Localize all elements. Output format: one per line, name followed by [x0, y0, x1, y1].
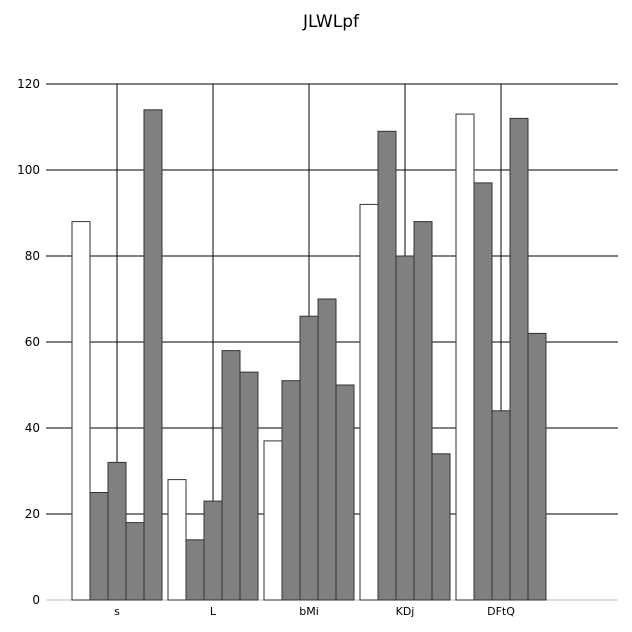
x-tick-label: L — [210, 605, 217, 618]
bar — [377, 130, 397, 601]
bar — [143, 109, 163, 601]
bar — [125, 522, 145, 601]
bar — [299, 315, 319, 601]
chart-title: JLWLpf — [302, 12, 360, 32]
bar — [71, 221, 91, 601]
bar — [185, 539, 205, 601]
y-tick-label: 20 — [25, 507, 40, 521]
bar — [395, 255, 415, 601]
x-tick-label: bMi — [299, 605, 319, 618]
bar — [263, 440, 283, 601]
y-tick-label: 0 — [32, 593, 40, 607]
x-tick-label: KDj — [396, 605, 415, 618]
bars — [71, 109, 547, 601]
bar — [281, 380, 301, 601]
bar — [509, 117, 529, 601]
y-tick-label: 40 — [25, 421, 40, 435]
x-tick-label: DFtQ — [487, 605, 515, 618]
x-tick-label: s — [114, 605, 120, 618]
bar — [455, 113, 475, 601]
y-tick-label: 120 — [17, 77, 40, 91]
bar — [317, 298, 337, 601]
y-tick-label: 80 — [25, 249, 40, 263]
bar — [527, 332, 547, 601]
bar — [491, 410, 511, 601]
bar — [413, 221, 433, 601]
y-tick-label: 60 — [25, 335, 40, 349]
bar — [107, 461, 127, 601]
y-tick-label: 100 — [17, 163, 40, 177]
bar — [89, 492, 109, 601]
bar — [335, 384, 355, 601]
bar — [473, 182, 493, 601]
bar — [359, 203, 379, 601]
bar — [203, 500, 223, 601]
bar — [221, 350, 241, 601]
bar — [431, 453, 451, 601]
bar — [239, 371, 259, 601]
bar — [167, 479, 187, 601]
